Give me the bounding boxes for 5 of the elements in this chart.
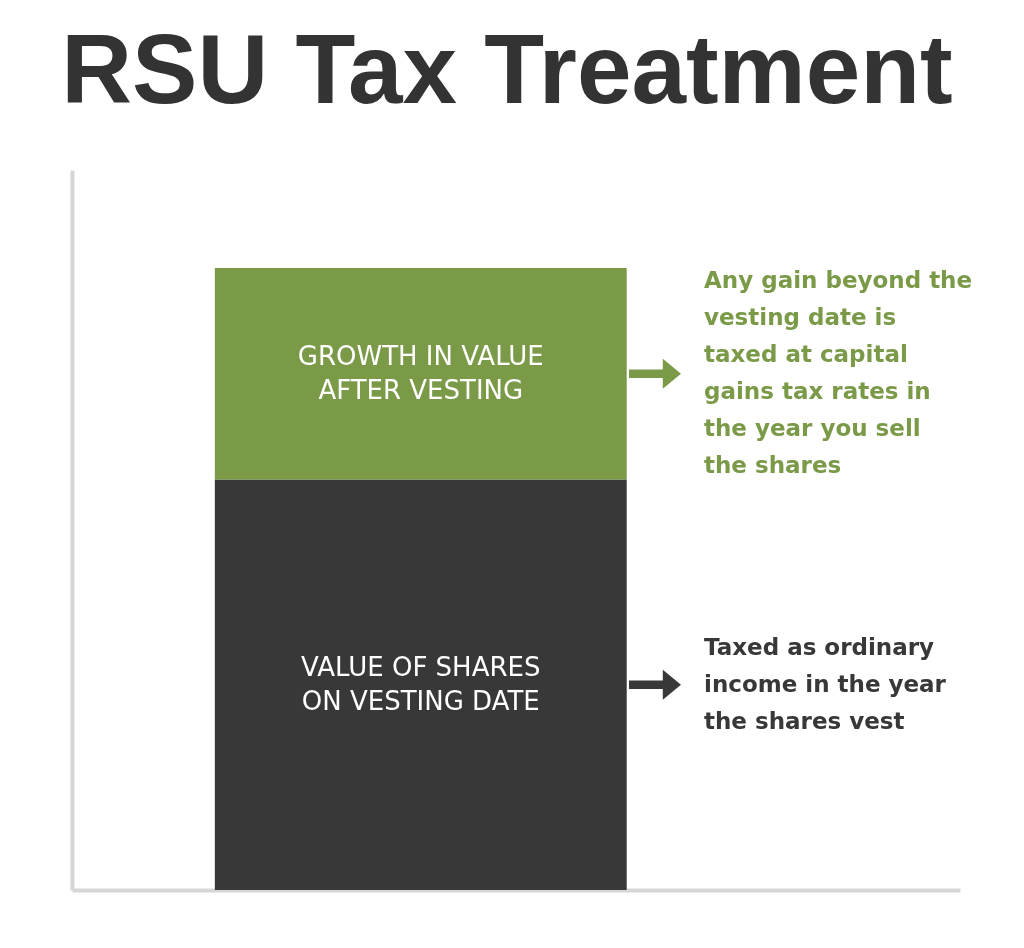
series-label: GROWTH IN VALUE AFTER VESTING bbox=[297, 340, 544, 405]
series-label: VALUE OF SHARES ON VESTING DATE bbox=[301, 651, 541, 716]
text: Any gain beyond the vesting date is taxed at capital gains tax rates in the year you sell the shares bbox=[704, 267, 973, 479]
text: Taxed as ordinary income in the year the shares vest bbox=[704, 633, 947, 734]
chart-title: RSU Tax Treatment bbox=[61, 14, 953, 124]
